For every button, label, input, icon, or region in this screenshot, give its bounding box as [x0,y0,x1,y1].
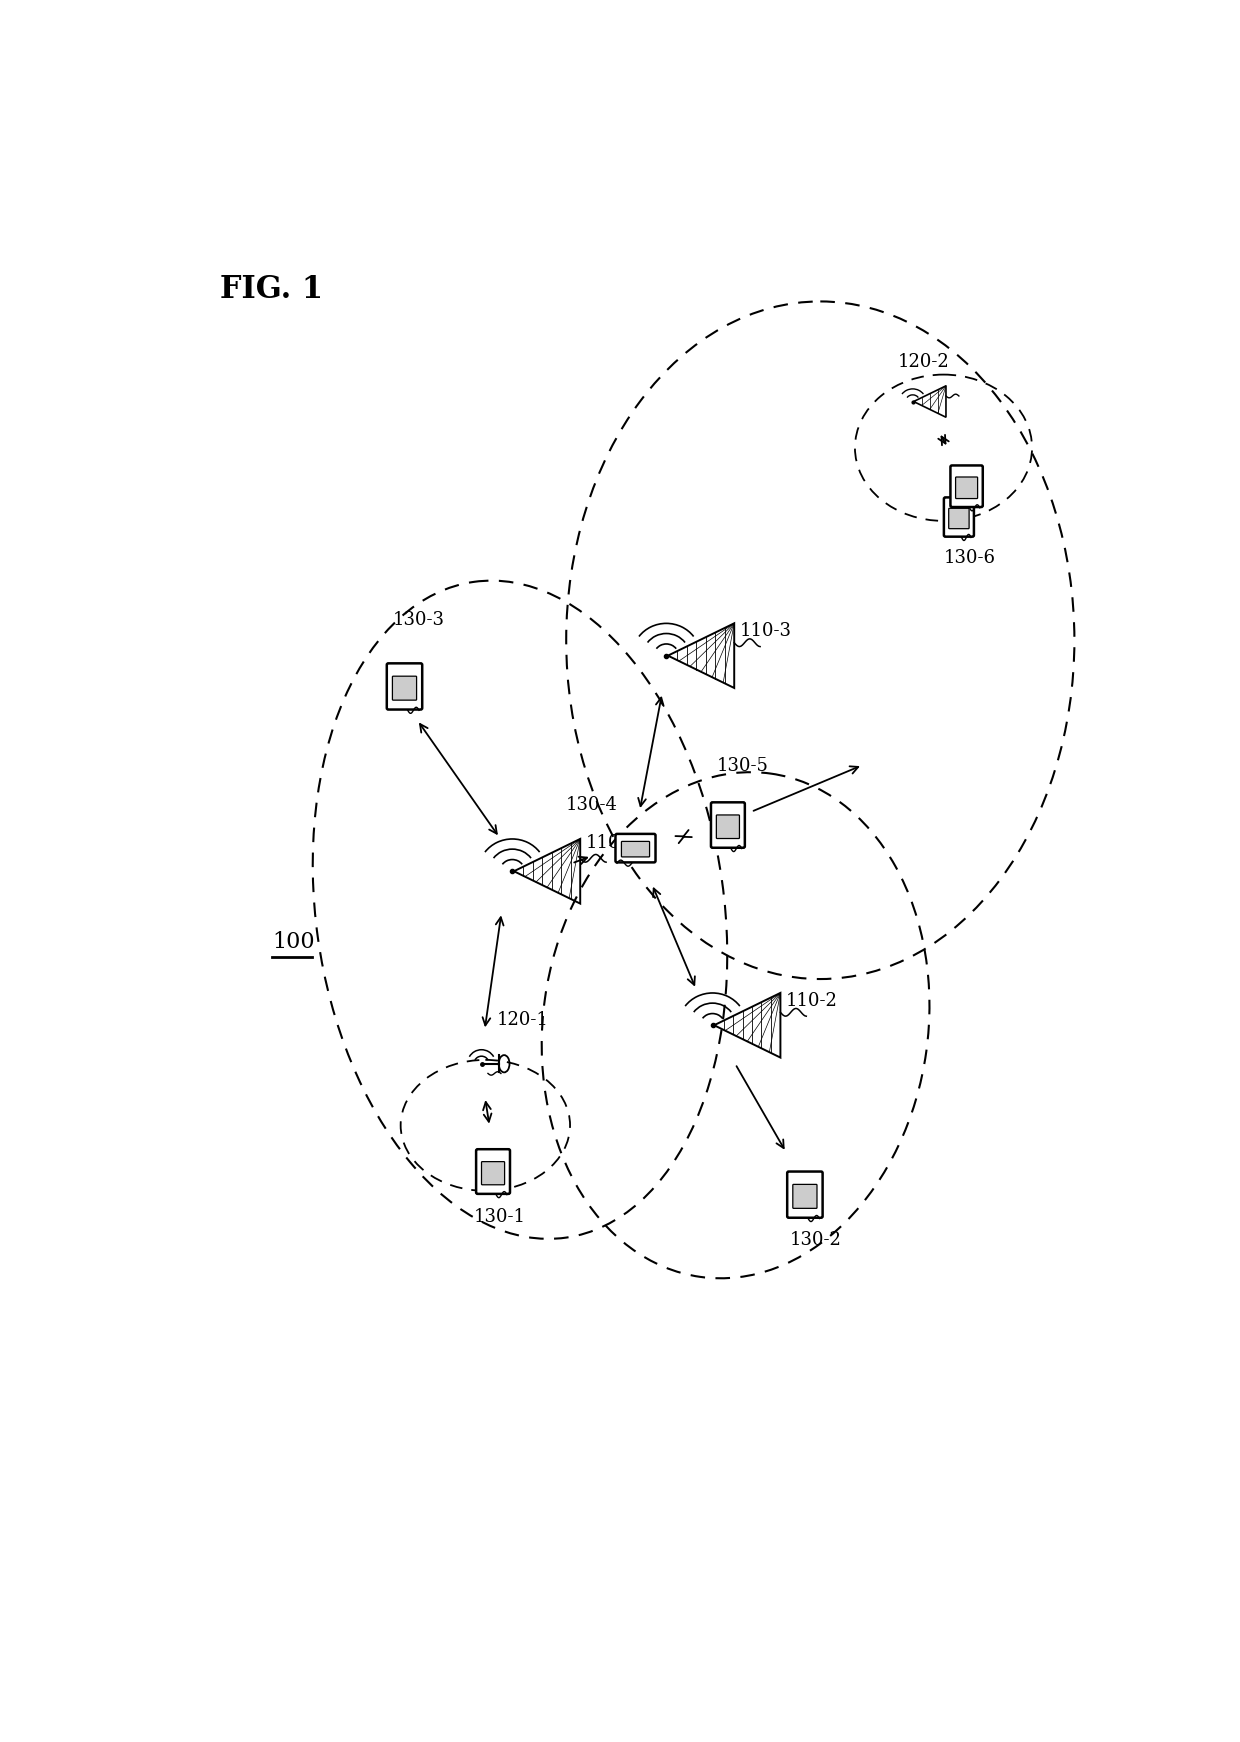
FancyBboxPatch shape [717,815,739,838]
Text: 110-2: 110-2 [786,991,837,1010]
Text: 120-2: 120-2 [898,354,949,371]
Text: 130-4: 130-4 [567,796,618,814]
FancyBboxPatch shape [621,841,650,857]
FancyBboxPatch shape [392,676,417,700]
FancyBboxPatch shape [387,664,422,709]
FancyBboxPatch shape [949,509,970,528]
Text: 110-3: 110-3 [739,622,791,641]
Text: 100: 100 [272,932,315,953]
Text: 120-1: 120-1 [497,1012,549,1030]
FancyBboxPatch shape [944,498,973,537]
FancyBboxPatch shape [481,1162,505,1185]
Text: 130-5: 130-5 [717,758,769,775]
FancyBboxPatch shape [950,465,983,507]
Text: FIG. 1: FIG. 1 [219,273,322,305]
FancyBboxPatch shape [711,803,745,848]
Text: 110-1: 110-1 [585,834,637,852]
FancyBboxPatch shape [476,1150,510,1193]
FancyBboxPatch shape [956,477,977,498]
FancyBboxPatch shape [615,834,656,862]
Text: 130-3: 130-3 [393,611,445,629]
Text: 130-1: 130-1 [474,1207,526,1226]
FancyBboxPatch shape [792,1185,817,1209]
Text: 130-2: 130-2 [790,1230,842,1249]
FancyBboxPatch shape [787,1172,822,1218]
Text: 130-6: 130-6 [944,549,996,568]
